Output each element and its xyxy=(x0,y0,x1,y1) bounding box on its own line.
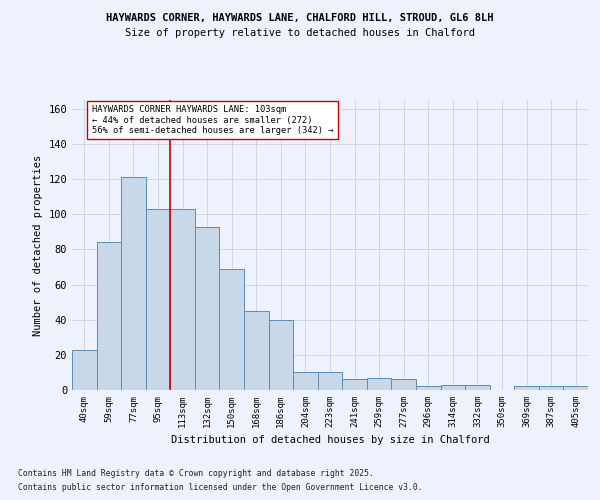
Text: Contains HM Land Registry data © Crown copyright and database right 2025.: Contains HM Land Registry data © Crown c… xyxy=(18,468,374,477)
Bar xyxy=(416,386,440,390)
Bar xyxy=(244,311,269,390)
Bar xyxy=(342,380,367,390)
Bar xyxy=(170,209,195,390)
Text: Contains public sector information licensed under the Open Government Licence v3: Contains public sector information licen… xyxy=(18,484,422,492)
Bar xyxy=(514,386,539,390)
Text: HAYWARDS CORNER, HAYWARDS LANE, CHALFORD HILL, STROUD, GL6 8LH: HAYWARDS CORNER, HAYWARDS LANE, CHALFORD… xyxy=(106,12,494,22)
Y-axis label: Number of detached properties: Number of detached properties xyxy=(33,154,43,336)
Bar xyxy=(465,384,490,390)
X-axis label: Distribution of detached houses by size in Chalford: Distribution of detached houses by size … xyxy=(170,436,490,446)
Bar xyxy=(440,384,465,390)
Bar xyxy=(563,386,588,390)
Text: Size of property relative to detached houses in Chalford: Size of property relative to detached ho… xyxy=(125,28,475,38)
Bar xyxy=(539,386,563,390)
Text: HAYWARDS CORNER HAYWARDS LANE: 103sqm
← 44% of detached houses are smaller (272): HAYWARDS CORNER HAYWARDS LANE: 103sqm ← … xyxy=(92,106,333,135)
Bar xyxy=(97,242,121,390)
Bar xyxy=(72,350,97,390)
Bar xyxy=(121,178,146,390)
Bar xyxy=(293,372,318,390)
Bar xyxy=(195,226,220,390)
Bar xyxy=(367,378,391,390)
Bar xyxy=(269,320,293,390)
Bar xyxy=(220,268,244,390)
Bar xyxy=(146,209,170,390)
Bar xyxy=(391,380,416,390)
Bar xyxy=(318,372,342,390)
